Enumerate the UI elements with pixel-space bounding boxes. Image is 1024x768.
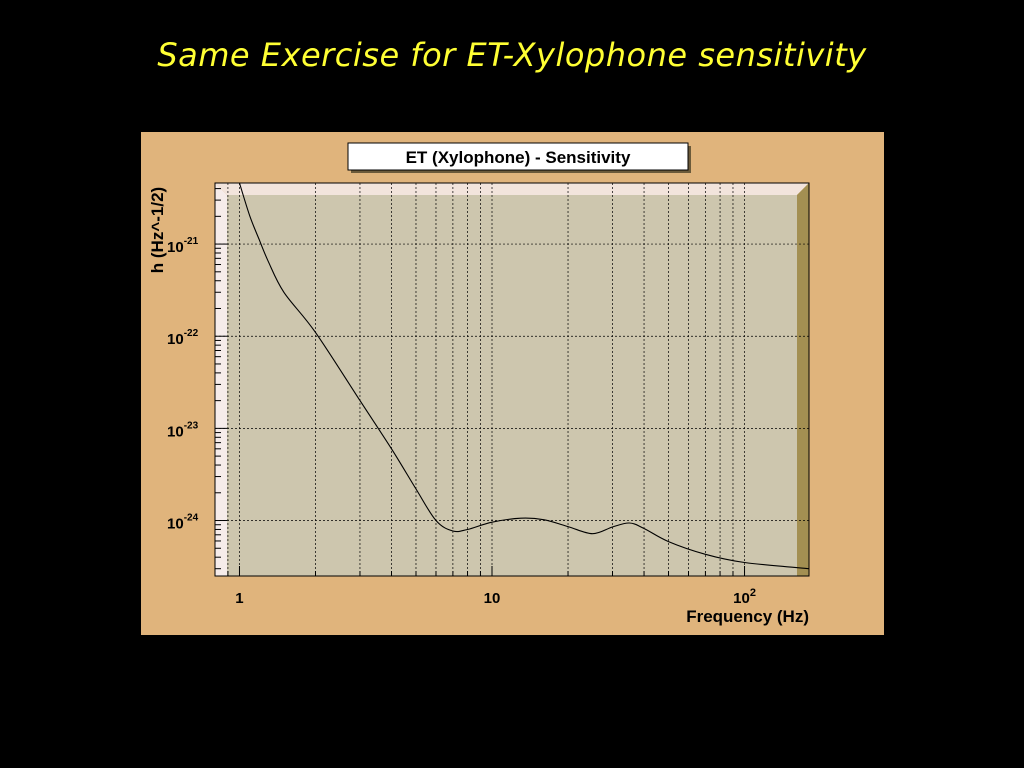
frame-right bbox=[797, 183, 809, 576]
chart-panel: ET (Xylophone) - Sensitivity 1 10 102 10-2… bbox=[141, 132, 884, 635]
axis-ticks bbox=[215, 188, 746, 576]
y-tick-label: 10-24 bbox=[167, 513, 199, 533]
x-axis-label: Frequency (Hz) bbox=[686, 607, 809, 626]
x-tick-label: 10 bbox=[484, 590, 501, 607]
chart-title: ET (Xylophone) - Sensitivity bbox=[406, 148, 631, 167]
sensitivity-curve bbox=[238, 182, 810, 570]
slide-title: Same Exercise for ET-Xylophone sensitivi… bbox=[157, 36, 867, 74]
y-axis-label: h (Hz^-1/2) bbox=[148, 187, 167, 273]
y-tick-labels: 10-21 10-22 10-23 10-24 bbox=[167, 236, 199, 532]
x-tick-label: 102 bbox=[733, 587, 756, 607]
x-tick-labels: 1 10 102 bbox=[235, 587, 756, 607]
chart-title-box bbox=[347, 142, 689, 171]
plot-frame bbox=[214, 182, 810, 577]
frame-left bbox=[215, 183, 227, 576]
frame-top bbox=[215, 183, 809, 195]
grid-lines bbox=[215, 183, 809, 576]
x-tick-label: 1 bbox=[235, 590, 243, 607]
y-tick-label: 10-23 bbox=[167, 420, 199, 440]
y-tick-label: 10-21 bbox=[167, 236, 199, 256]
y-tick-label: 10-22 bbox=[167, 328, 199, 348]
plot-area bbox=[227, 195, 797, 576]
